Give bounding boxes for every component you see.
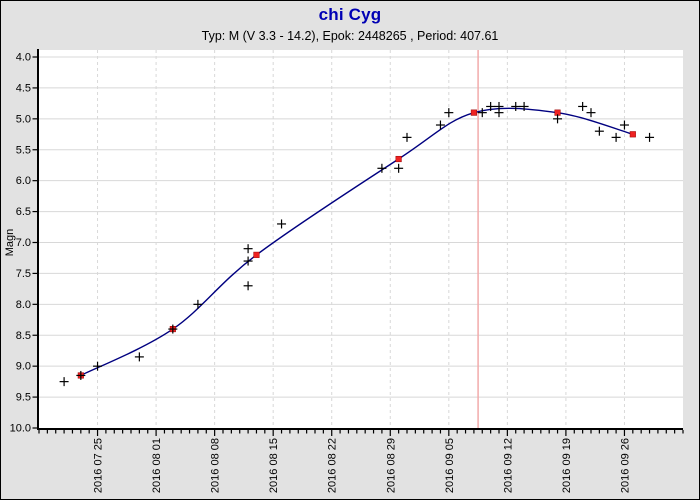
observation-marker [444, 108, 454, 118]
observation-marker [494, 108, 504, 118]
mean-marker [253, 251, 260, 258]
y-tick-label: 8.5 [16, 330, 31, 342]
observation-marker [435, 120, 445, 130]
y-axis-title: Magn [4, 229, 16, 257]
observation-marker [59, 377, 69, 387]
observation-marker [619, 120, 629, 130]
mean-marker [395, 155, 402, 163]
y-tick-label: 5.5 [16, 144, 31, 156]
observation-marker [168, 324, 178, 334]
observation-marker [519, 101, 529, 111]
observation-marker [243, 256, 253, 266]
y-tick-label: 6.0 [16, 175, 31, 187]
observation-marker [511, 101, 521, 111]
y-tick-label: 5.0 [16, 113, 31, 125]
mean-marker [629, 131, 636, 138]
observation-marker [134, 352, 144, 362]
x-tick-label: 2016 09 19 [561, 438, 573, 493]
observation-marker [477, 108, 487, 118]
observation-marker [586, 108, 596, 118]
observation-marker [594, 126, 604, 136]
observation-marker [377, 163, 387, 173]
x-tick-label: 2016 08 29 [385, 438, 397, 493]
x-tick-label: 2016 07 25 [93, 438, 105, 493]
y-tick-label: 9.5 [16, 392, 31, 404]
observation-marker [76, 370, 86, 380]
y-tick-label: 10.0 [10, 423, 31, 435]
observation-marker [578, 101, 588, 111]
mean-marker [470, 109, 477, 116]
observation-marker [193, 299, 203, 309]
observation-marker [394, 163, 404, 173]
x-tick-label: 2016 09 12 [502, 438, 514, 493]
observation-marker [553, 114, 563, 124]
y-tick-label: 7.5 [16, 268, 31, 280]
y-tick-label: 4.5 [16, 82, 31, 94]
observation-marker [611, 132, 621, 142]
chart-subtitle: Typ: M (V 3.3 - 14.2), Epok: 2448265 , P… [201, 29, 499, 43]
y-tick-label: 6.5 [16, 206, 31, 218]
x-tick-label: 2016 08 15 [268, 438, 280, 493]
observation-marker [243, 281, 253, 291]
observation-marker [277, 219, 287, 229]
observation-marker [402, 132, 412, 142]
y-tick-label: 9.0 [16, 361, 31, 373]
x-tick-label: 2016 08 01 [151, 438, 163, 493]
x-tick-label: 2016 09 05 [444, 438, 456, 493]
observation-marker [486, 101, 496, 111]
x-tick-label: 2016 08 22 [327, 438, 339, 493]
observation-marker [243, 244, 253, 254]
plot-area [39, 50, 683, 428]
x-tick-label: 2016 09 26 [619, 438, 631, 493]
chart-title: chi Cyg [318, 5, 382, 24]
y-tick-label: 8.0 [16, 299, 31, 311]
y-tick-label: 7.0 [16, 237, 31, 249]
x-tick-label: 2016 08 08 [210, 438, 222, 493]
observation-marker [645, 132, 655, 142]
y-tick-label: 4.0 [16, 52, 31, 64]
observation-marker [93, 361, 103, 371]
